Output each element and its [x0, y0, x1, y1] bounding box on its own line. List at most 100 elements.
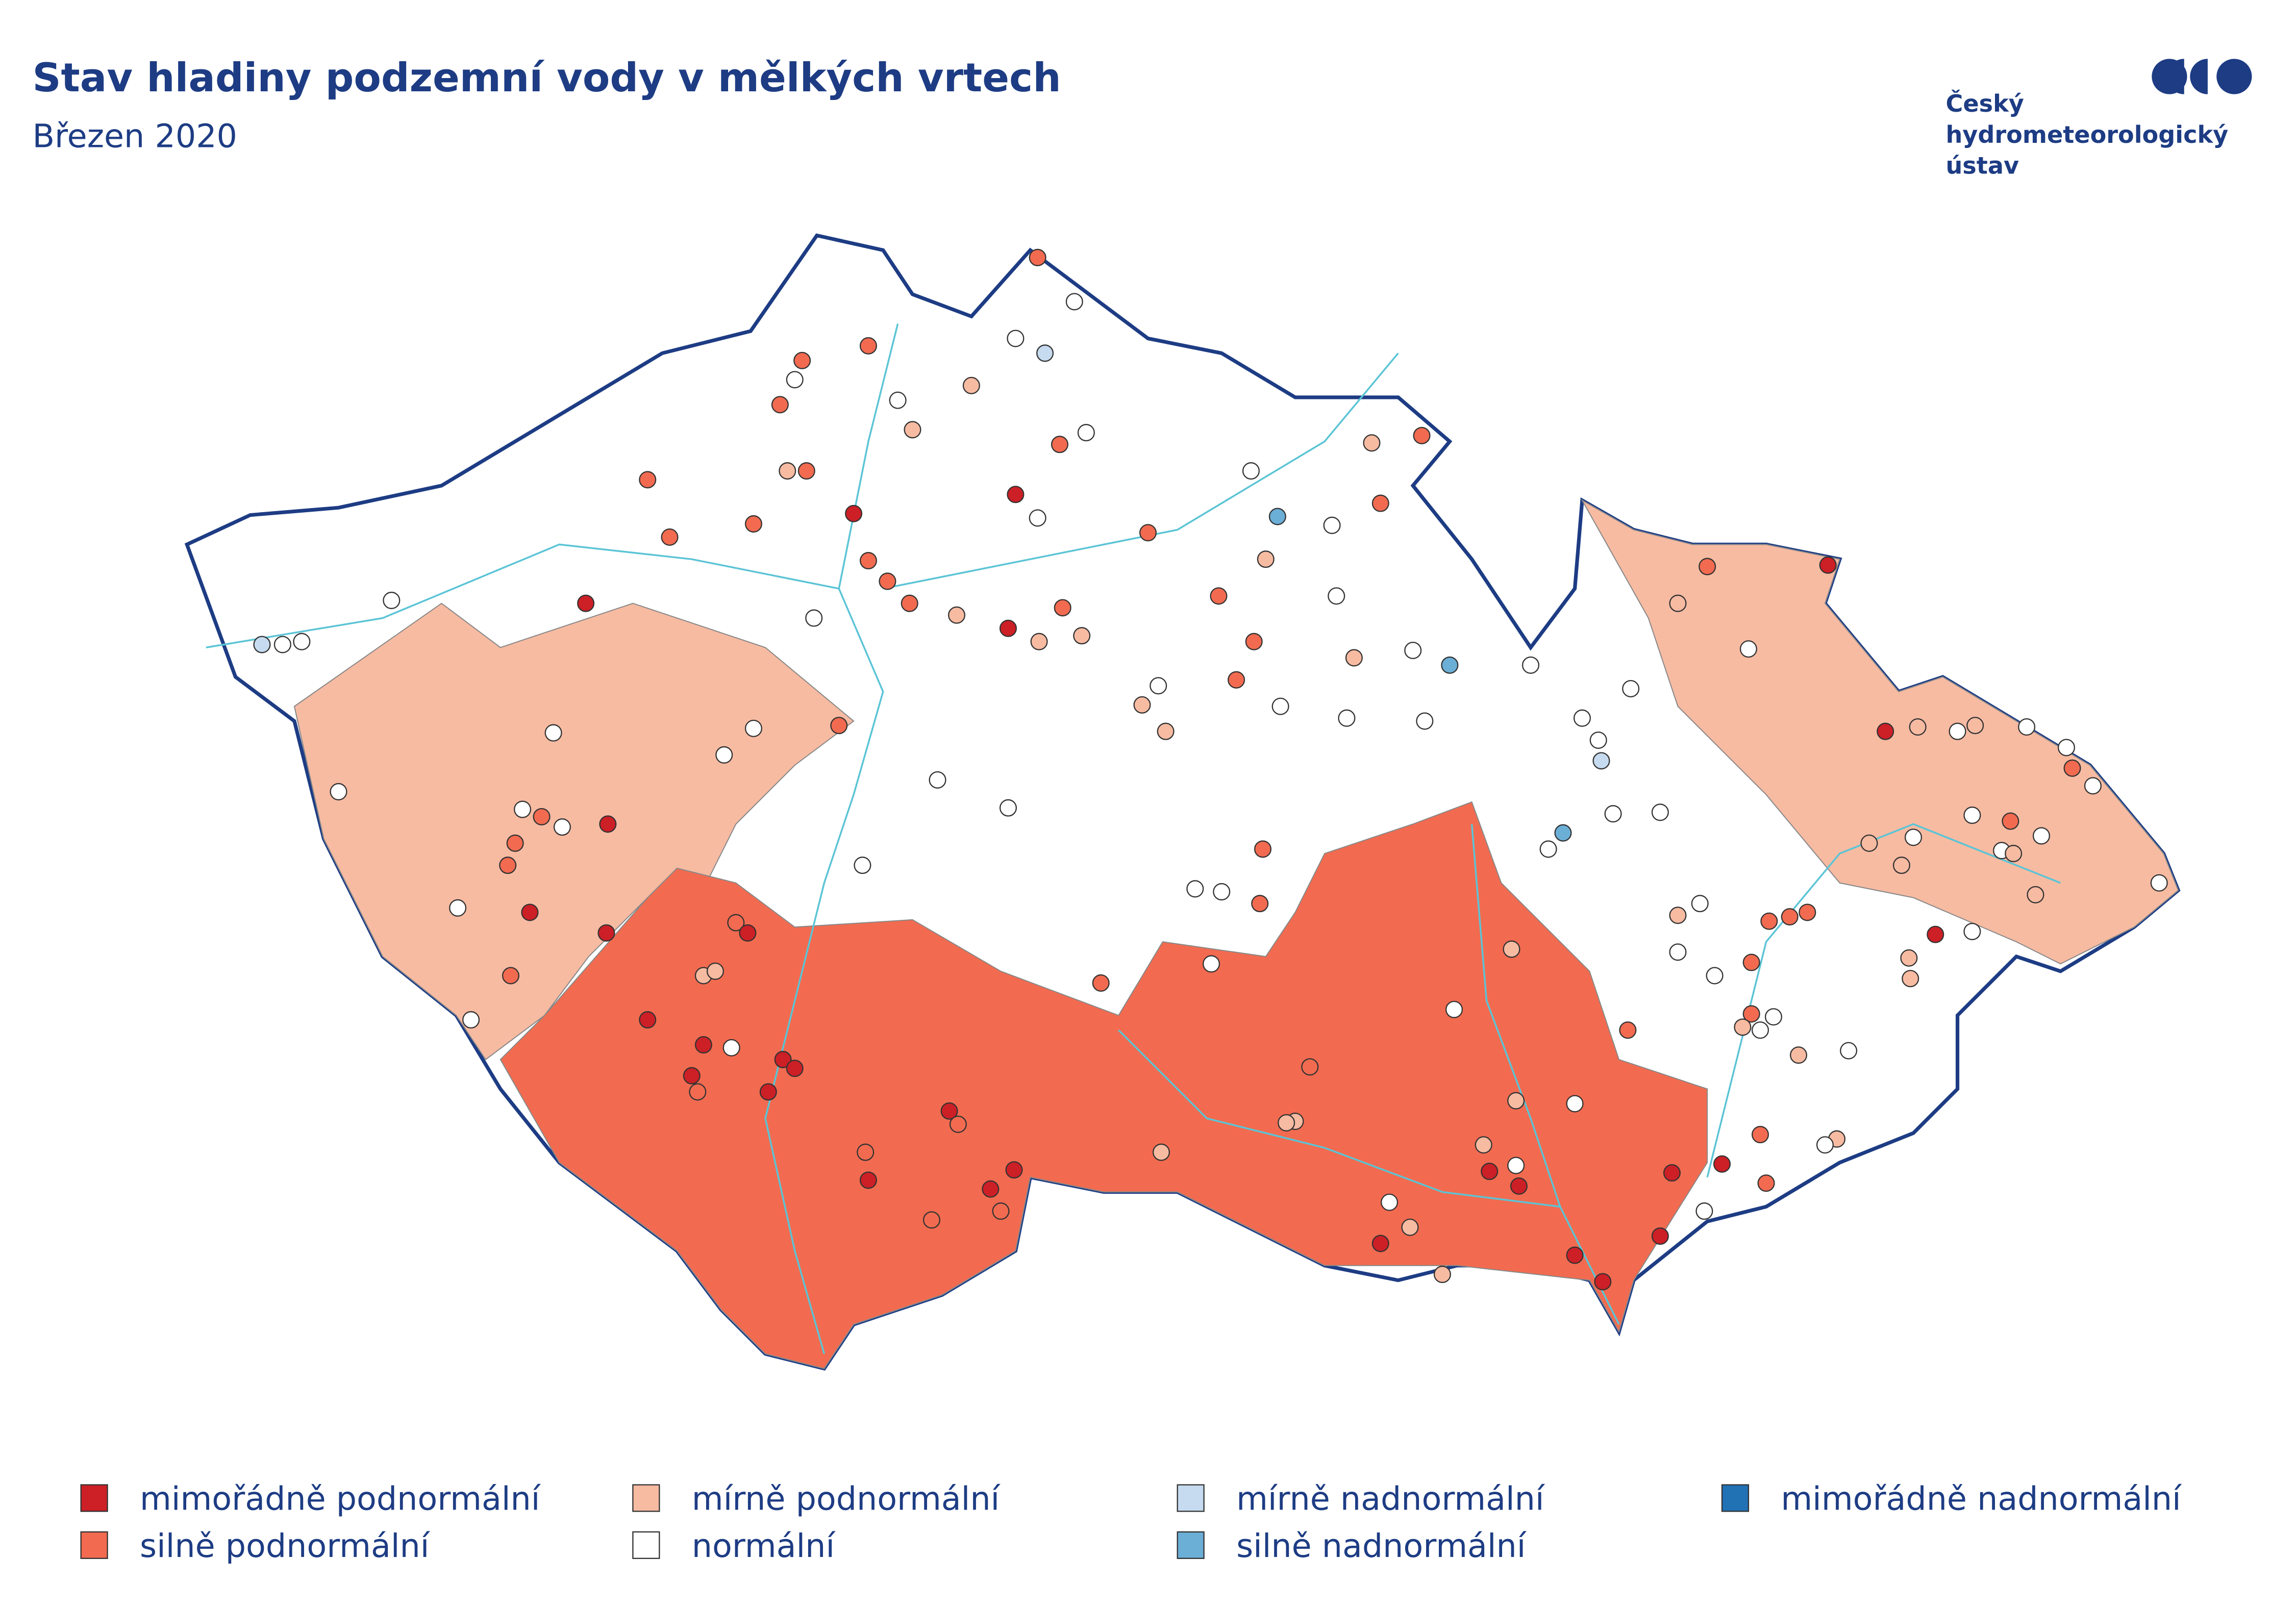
station	[1669, 943, 1687, 961]
station	[744, 719, 762, 737]
stations	[253, 248, 2168, 1291]
station	[1799, 903, 1816, 921]
station	[1481, 1163, 1499, 1180]
river	[883, 353, 1399, 590]
station	[779, 462, 796, 480]
station	[1764, 1008, 1782, 1026]
station	[462, 1011, 480, 1029]
station	[661, 528, 679, 546]
station	[901, 594, 918, 612]
station	[940, 1102, 958, 1120]
station	[253, 636, 271, 653]
legend-swatch	[632, 1484, 660, 1512]
station	[1619, 1021, 1637, 1039]
station	[1030, 633, 1048, 650]
station	[1242, 462, 1260, 480]
station	[1760, 912, 1778, 930]
station	[383, 591, 401, 609]
station	[727, 914, 745, 932]
legend-label: mírně nadnormální	[1236, 1480, 1545, 1518]
river	[206, 543, 839, 648]
legend-label: normální	[692, 1527, 836, 1565]
station	[1699, 558, 1716, 575]
legend-label: silně podnormální	[140, 1527, 431, 1565]
station	[2002, 812, 2019, 830]
station	[1651, 803, 1669, 821]
logo-mark	[2190, 59, 2208, 94]
station	[1404, 641, 1422, 660]
station	[1751, 1126, 1769, 1144]
station	[506, 834, 524, 852]
station	[786, 1060, 804, 1077]
station	[2027, 886, 2044, 903]
station	[1077, 424, 1095, 442]
station	[1900, 949, 1918, 967]
station	[999, 799, 1017, 817]
station	[1036, 344, 1054, 362]
station	[1781, 908, 1799, 926]
station	[1651, 1227, 1669, 1245]
station	[1734, 1018, 1752, 1036]
station	[599, 815, 617, 833]
station	[1742, 1005, 1760, 1023]
station	[2005, 845, 2023, 863]
station	[1445, 1000, 1463, 1018]
station	[1345, 649, 1363, 667]
legend-label: mimořádně podnormální	[140, 1480, 541, 1518]
station	[1139, 524, 1157, 542]
logo-text: hydrometeorologický	[1945, 121, 2228, 148]
station	[1051, 436, 1068, 454]
station	[992, 1202, 1010, 1220]
station	[1573, 709, 1591, 727]
station	[1441, 656, 1459, 674]
station	[879, 572, 896, 590]
station	[1507, 1157, 1525, 1174]
station	[1539, 840, 1557, 858]
station	[639, 1011, 657, 1029]
station	[1029, 248, 1046, 266]
station	[759, 1083, 777, 1101]
station	[1228, 671, 1245, 689]
station	[797, 462, 815, 480]
station	[739, 924, 757, 942]
station	[1213, 883, 1231, 901]
station	[694, 1036, 712, 1054]
station	[1819, 556, 1837, 574]
station	[947, 606, 966, 624]
station	[1245, 633, 1263, 650]
station	[553, 818, 571, 836]
station	[1323, 516, 1341, 534]
station	[1963, 922, 1981, 940]
station	[1507, 1092, 1525, 1110]
station	[2018, 718, 2036, 736]
station	[1669, 594, 1687, 612]
river	[1470, 824, 1620, 1325]
station	[771, 396, 789, 414]
station	[577, 594, 595, 612]
station	[1186, 880, 1204, 898]
legend-swatch	[1177, 1484, 1205, 1512]
station	[929, 771, 946, 789]
station	[1005, 1161, 1023, 1179]
station	[845, 505, 863, 522]
legend: mimořádně podnormální silně podnormální mí…	[80, 1480, 2182, 1565]
station	[889, 391, 907, 409]
station	[1157, 722, 1175, 740]
logo-text: Český	[1945, 90, 2024, 117]
station	[330, 783, 347, 800]
station	[1271, 697, 1289, 715]
station	[502, 967, 519, 985]
station	[1604, 805, 1622, 823]
station	[1257, 550, 1275, 568]
station	[982, 1180, 1000, 1198]
logo: Český hydrometeorologický ústav	[1945, 59, 2252, 179]
station	[786, 371, 804, 389]
station	[1029, 509, 1046, 527]
station	[1401, 1218, 1419, 1236]
station	[715, 746, 733, 764]
station	[689, 1083, 707, 1101]
station	[1338, 709, 1356, 727]
station	[1669, 907, 1687, 924]
station	[1840, 1042, 1858, 1060]
station	[854, 857, 871, 874]
